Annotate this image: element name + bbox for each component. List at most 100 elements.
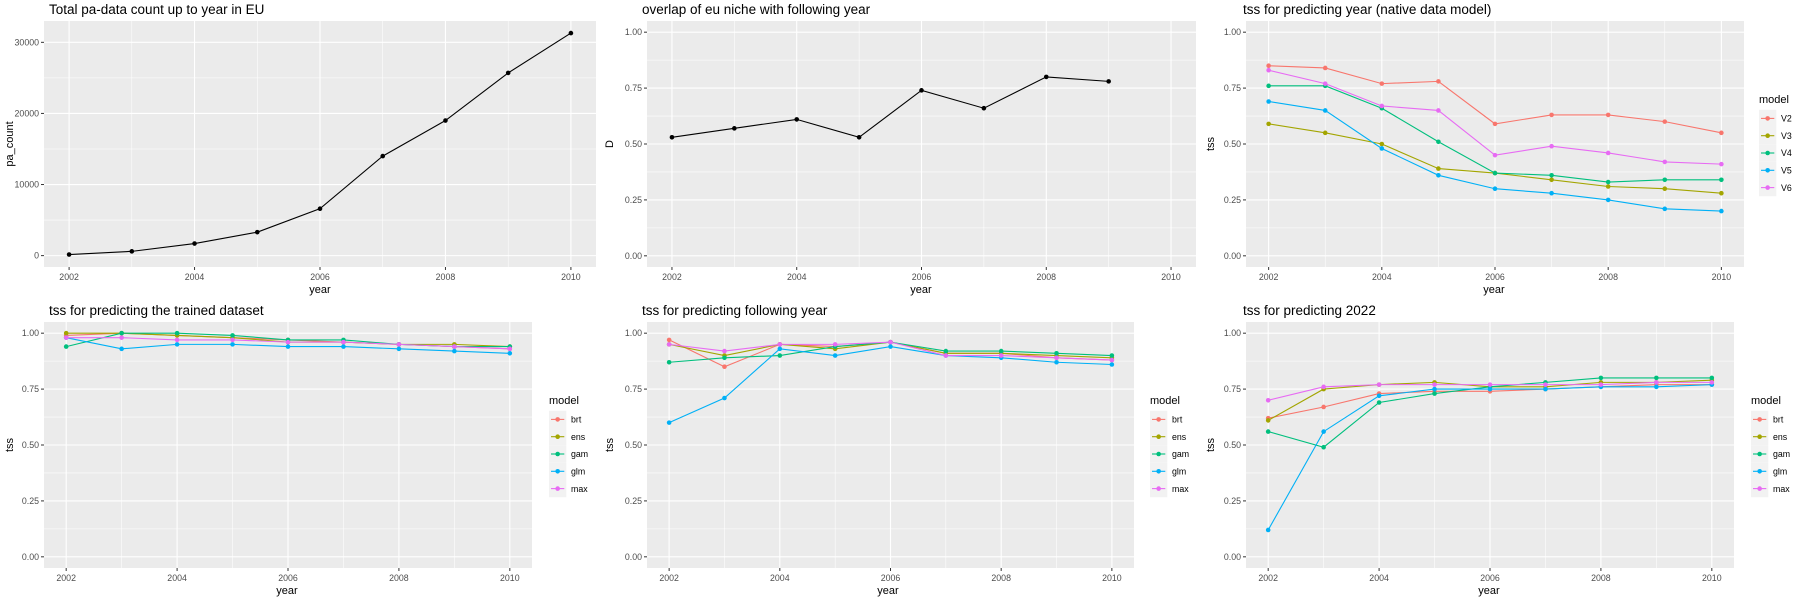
panel-title: tss for predicting year (native data mod… <box>1243 2 1491 17</box>
x-tick-label: 2008 <box>991 573 1011 583</box>
data-point <box>1436 108 1441 113</box>
data-point <box>1487 382 1493 387</box>
y-tick-label: 0.25 <box>1224 496 1241 506</box>
data-point <box>856 134 862 140</box>
legend-item-V5: V5 <box>1759 161 1792 179</box>
x-tick-label: 2002 <box>1259 272 1279 282</box>
legend-label: brt <box>1172 415 1183 425</box>
y-axis-label: tss <box>4 437 16 452</box>
data-point <box>129 249 135 254</box>
y-tick-label: 0.50 <box>22 440 39 450</box>
legend-item-ens: ens <box>1150 428 1187 446</box>
legend-label: gam <box>1773 449 1790 459</box>
y-axis-label: tss <box>604 437 616 452</box>
data-point <box>1719 177 1724 183</box>
x-tick-label: 2008 <box>436 272 456 282</box>
legend-item-max: max <box>1150 479 1189 498</box>
legend-label: glm <box>1172 466 1186 476</box>
data-point <box>174 337 180 343</box>
data-point <box>732 126 737 131</box>
y-axis-label: tss <box>1205 136 1217 151</box>
y-tick-label: 0.75 <box>1224 83 1241 93</box>
data-point <box>174 330 180 336</box>
legend-key-point <box>1765 133 1770 138</box>
data-point <box>1549 173 1554 178</box>
data-point <box>1432 386 1437 392</box>
y-tick-label: 0.75 <box>625 384 642 394</box>
data-point <box>832 353 838 358</box>
data-point <box>1265 527 1271 533</box>
x-tick-label: 2010 <box>500 573 520 583</box>
data-point <box>1322 65 1328 71</box>
data-point <box>666 420 672 425</box>
data-point <box>998 353 1004 358</box>
data-point <box>119 335 124 340</box>
legend-item-brt: brt <box>549 410 582 429</box>
x-tick-label: 2006 <box>881 573 901 583</box>
panel-tss-following-year: tss for predicting following year year t… <box>604 303 1189 597</box>
data-point <box>777 342 783 347</box>
legend-item-V4: V4 <box>1759 144 1792 162</box>
panel-niche-overlap: overlap of eu niche with following year … <box>604 2 1196 296</box>
x-tick-label: 2008 <box>1598 272 1618 282</box>
legend-label: ens <box>1172 432 1187 442</box>
legend-label: ens <box>571 432 586 442</box>
legend-label: glm <box>571 466 585 476</box>
legend-label: gam <box>571 449 588 459</box>
data-point <box>1322 130 1328 136</box>
data-point <box>722 364 727 370</box>
data-point <box>1266 67 1271 73</box>
x-tick-label: 2002 <box>1258 573 1278 583</box>
series-line <box>669 74 1111 140</box>
y-tick-label: 0.75 <box>1224 384 1241 394</box>
data-point <box>119 346 124 352</box>
y-tick-label: 0.50 <box>1224 139 1241 149</box>
legend: model V2 V3 V4 V5 V6 <box>1759 94 1792 197</box>
data-point <box>998 348 1004 354</box>
legend-item-gam: gam <box>1751 445 1790 463</box>
data-point <box>1719 130 1724 136</box>
data-point <box>1266 83 1271 89</box>
data-point <box>63 330 69 336</box>
data-point <box>341 344 346 349</box>
panel-tss-2022: tss for predicting 2022 year tss 0.00 0.2… <box>1205 303 1790 597</box>
y-tick-label: 0.00 <box>625 251 642 261</box>
data-point <box>285 339 291 345</box>
data-point <box>1605 197 1611 203</box>
legend-label: ens <box>1773 432 1788 442</box>
legend-key-point <box>1757 434 1762 440</box>
y-tick-label: 1.00 <box>625 27 642 37</box>
legend-key-point <box>1757 486 1762 491</box>
data-point <box>1321 429 1326 434</box>
x-tick-label: 2010 <box>1161 272 1181 282</box>
data-point <box>1709 380 1715 385</box>
data-point <box>1376 400 1382 405</box>
data-point <box>1376 393 1382 399</box>
x-tick-label: 2006 <box>310 272 330 282</box>
x-axis-label: year <box>1478 585 1500 597</box>
x-tick-label: 2010 <box>1102 573 1122 583</box>
data-point <box>1719 208 1724 214</box>
legend: model brt ens gam glm max <box>1751 395 1790 498</box>
data-point <box>1436 173 1441 178</box>
series-line <box>671 76 1109 138</box>
data-point <box>1432 382 1437 387</box>
legend-key-point <box>1765 116 1770 121</box>
data-point <box>1662 159 1668 165</box>
data-point <box>63 344 69 349</box>
data-point <box>943 348 949 354</box>
x-tick-label: 2004 <box>1369 573 1389 583</box>
x-tick-label: 2010 <box>1712 272 1732 282</box>
x-tick-label: 2006 <box>1485 272 1505 282</box>
plot-area <box>647 322 1134 568</box>
data-point <box>443 118 448 123</box>
legend-label: V5 <box>1781 165 1792 175</box>
data-point <box>1487 386 1493 392</box>
y-tick-label: 1.00 <box>1224 328 1241 338</box>
y-tick-label: 20000 <box>15 108 40 118</box>
x-tick-label: 2008 <box>1036 272 1056 282</box>
legend-key-point <box>1765 150 1770 156</box>
x-tick-label: 2004 <box>1372 272 1392 282</box>
data-point <box>1109 353 1115 358</box>
data-point <box>1605 112 1611 118</box>
